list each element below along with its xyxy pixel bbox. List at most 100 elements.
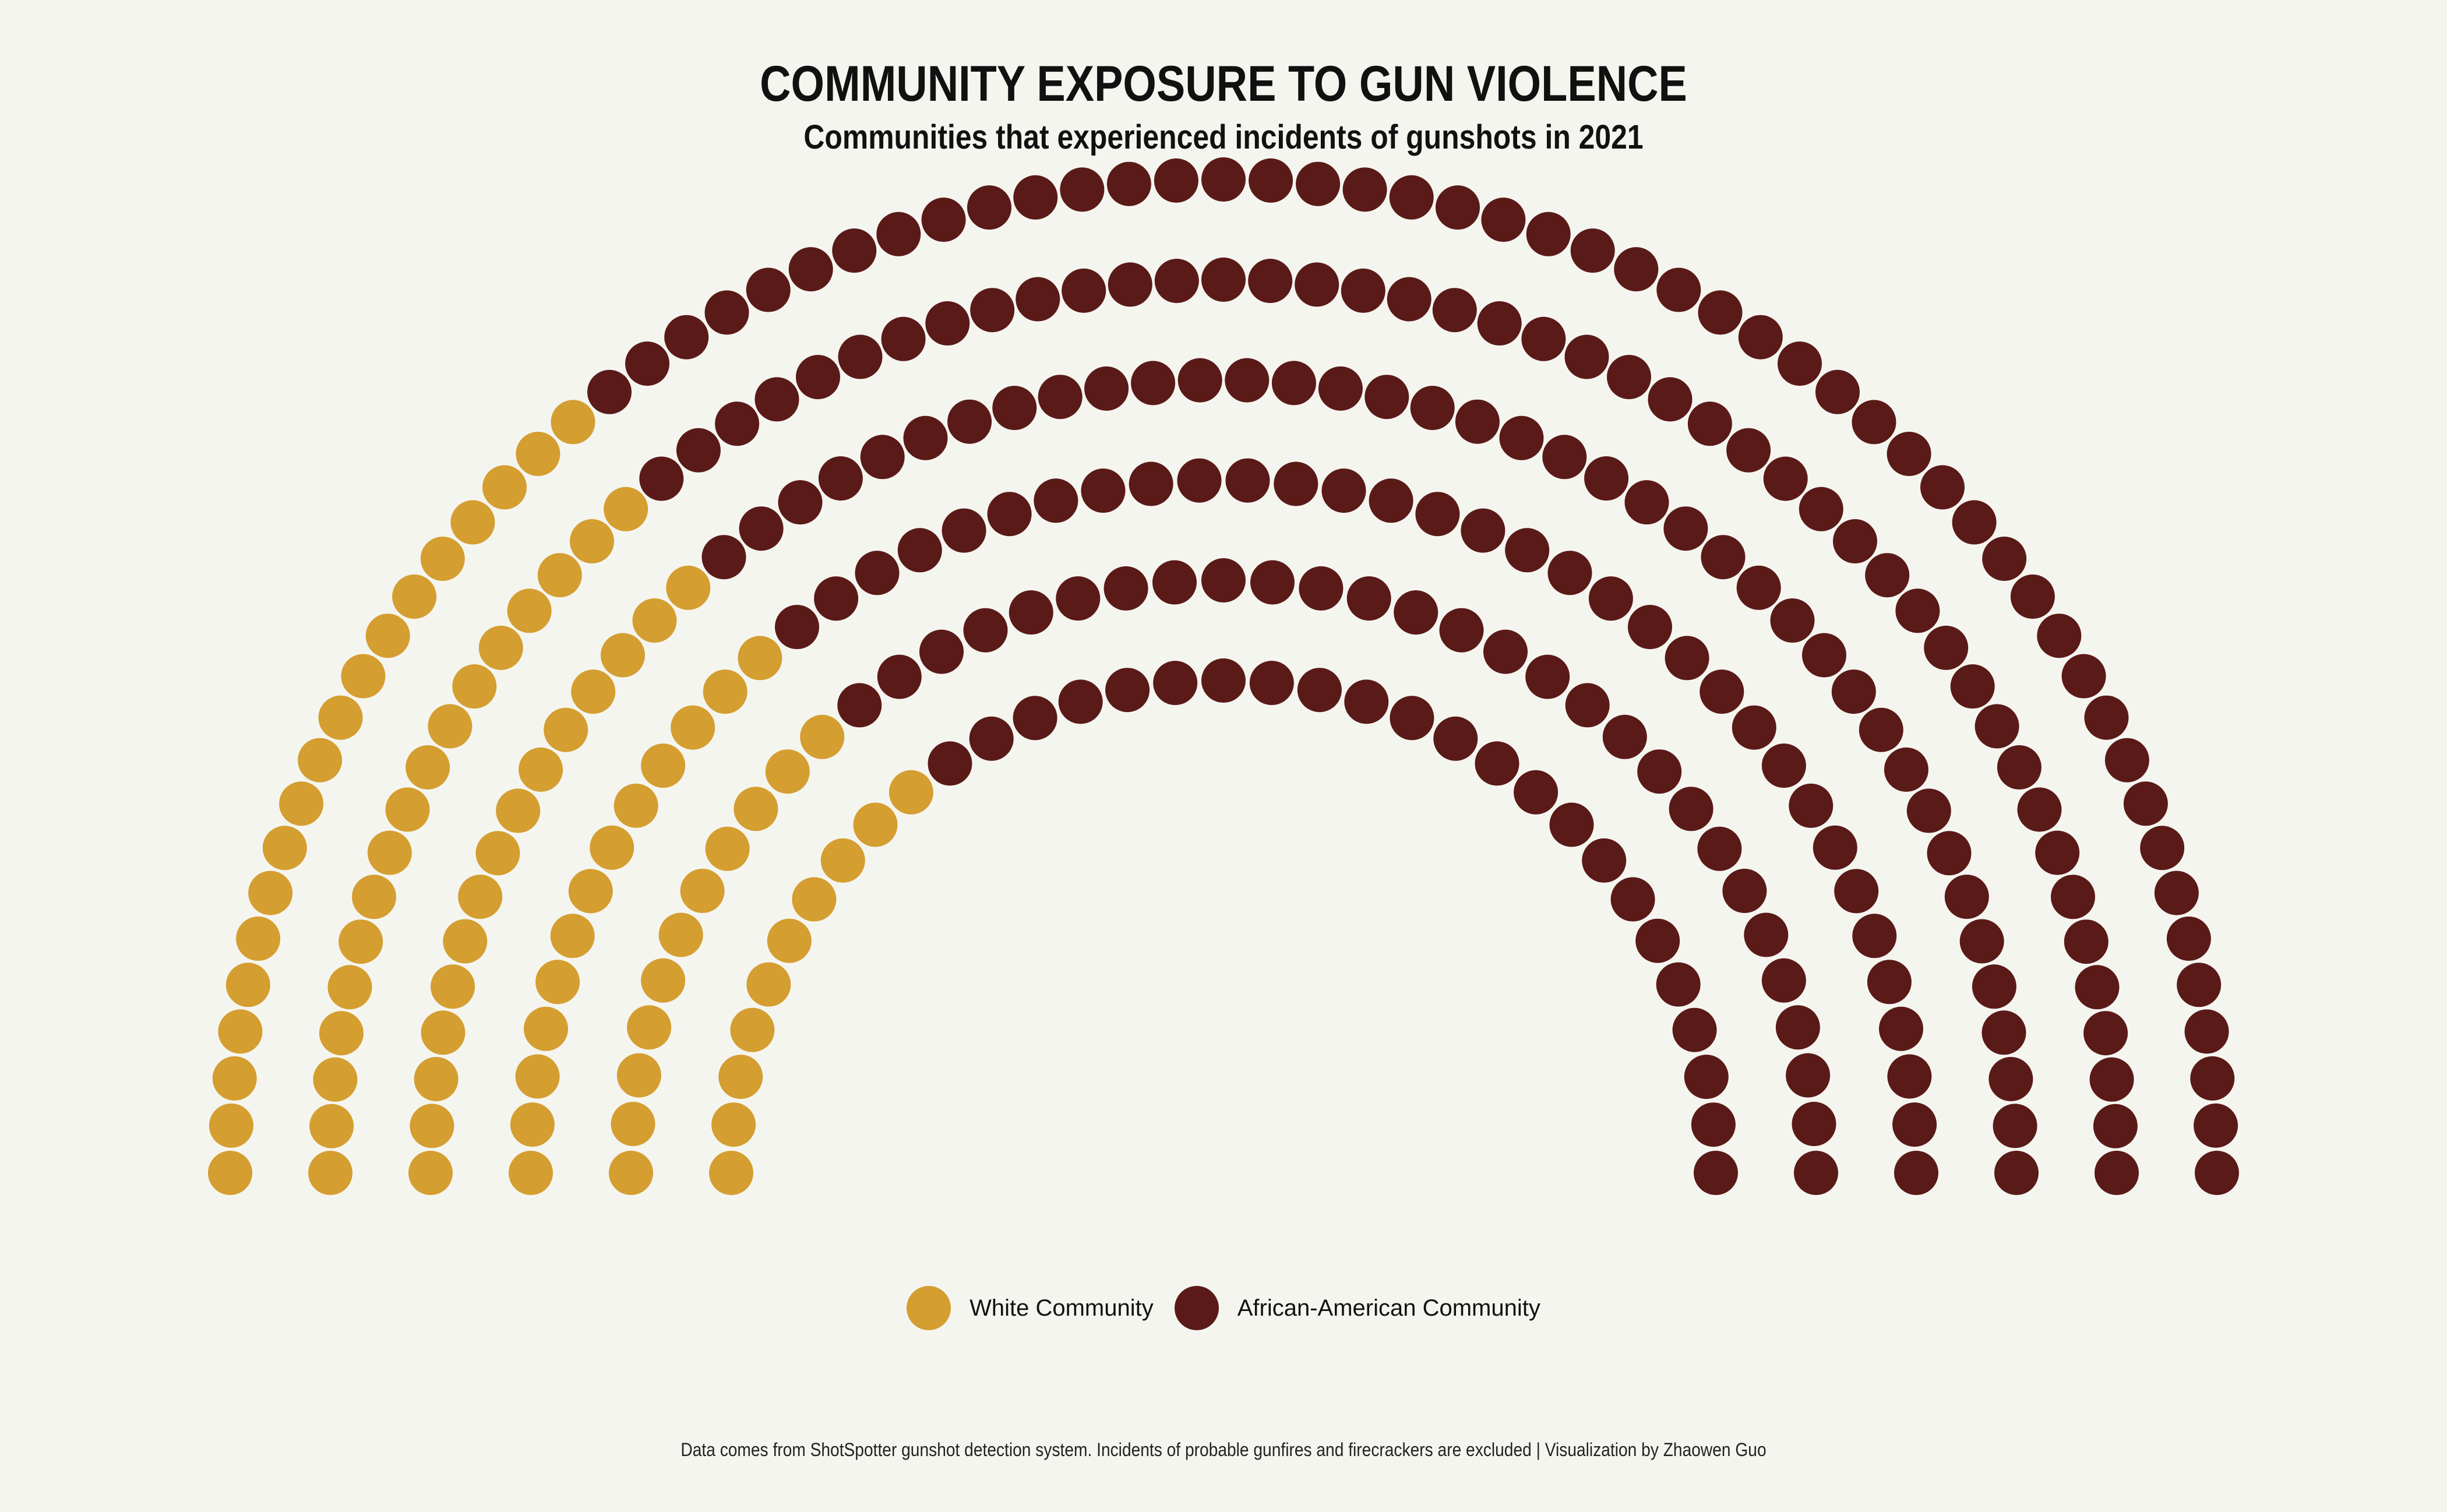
dot-white-community <box>339 919 383 964</box>
dot-white-community <box>208 1151 252 1195</box>
dot-african-american-community <box>1698 290 1743 335</box>
dot-african-american-community <box>1062 268 1106 313</box>
dot-african-american-community <box>897 528 942 573</box>
dot-african-american-community <box>1009 590 1053 635</box>
dot-white-community <box>262 826 307 870</box>
dot-white-community <box>428 704 473 749</box>
dot-african-american-community <box>1665 636 1709 681</box>
dot-african-american-community <box>1433 716 1478 761</box>
dot-african-american-community <box>1250 560 1295 605</box>
dot-white-community <box>853 802 898 847</box>
dot-african-american-community <box>2083 1011 2128 1056</box>
dot-african-american-community <box>876 212 921 256</box>
dot-african-american-community <box>925 301 970 346</box>
dot-white-community <box>641 958 686 1003</box>
dot-african-american-community <box>1813 825 1857 870</box>
dot-white-community <box>611 1102 655 1146</box>
dot-african-american-community <box>1865 553 1910 598</box>
dot-african-american-community <box>1763 456 1808 501</box>
dot-african-american-community <box>1521 316 1566 361</box>
dot-african-american-community <box>1344 679 1389 724</box>
dot-white-community <box>792 877 837 922</box>
dot-african-american-community <box>754 377 799 422</box>
dot-african-american-community <box>1565 683 1610 728</box>
dot-african-american-community <box>1034 478 1078 523</box>
dot-african-american-community <box>2140 826 2185 870</box>
dot-white-community <box>767 918 812 963</box>
dot-african-american-community <box>1884 747 1928 792</box>
dot-african-american-community <box>1610 877 1655 922</box>
dot-white-community <box>225 963 270 1007</box>
dot-african-american-community <box>1129 461 1173 506</box>
dot-african-american-community <box>778 480 823 525</box>
dot-african-american-community <box>1547 551 1592 595</box>
dot-african-american-community <box>2190 1056 2235 1101</box>
dot-african-american-community <box>1906 788 1951 833</box>
dot-african-american-community <box>1726 428 1771 473</box>
dot-african-american-community <box>1564 334 1609 379</box>
dot-african-american-community <box>1887 432 1931 476</box>
dot-african-american-community <box>701 535 746 580</box>
dot-african-american-community <box>1297 668 1342 713</box>
dot-african-american-community <box>1369 478 1413 523</box>
dot-african-american-community <box>1390 696 1434 741</box>
dot-white-community <box>571 669 616 714</box>
dot-african-american-community <box>788 247 833 292</box>
dot-african-american-community <box>947 399 992 444</box>
dot-african-american-community <box>2089 1057 2134 1102</box>
dot-african-american-community <box>1570 228 1615 273</box>
dot-african-american-community <box>1225 458 1270 503</box>
dot-white-community <box>319 1011 364 1056</box>
dot-white-community <box>209 1103 253 1148</box>
legend-label-white-community: White Community <box>969 1295 1154 1321</box>
dot-african-american-community <box>1106 161 1151 206</box>
dot-african-american-community <box>881 316 926 361</box>
dot-white-community <box>570 519 614 563</box>
dot-african-american-community <box>1761 743 1806 788</box>
dot-white-community <box>537 553 582 598</box>
dot-african-american-community <box>1432 288 1477 333</box>
dot-african-american-community <box>639 456 684 501</box>
dot-african-american-community <box>1131 361 1176 406</box>
legend-swatch-white-community <box>907 1286 951 1330</box>
dot-african-american-community <box>1016 277 1060 322</box>
dot-white-community <box>309 1104 354 1148</box>
dot-african-american-community <box>1786 1053 1831 1098</box>
dot-african-american-community <box>2093 1104 2138 1148</box>
dot-african-american-community <box>1770 598 1815 643</box>
dot-african-american-community <box>1982 537 2027 581</box>
dot-african-american-community <box>1993 1104 2037 1148</box>
dot-african-american-community <box>1699 669 1744 714</box>
dot-white-community <box>496 788 541 833</box>
dot-african-american-community <box>1013 175 1058 220</box>
dot-white-community <box>218 1009 263 1054</box>
dot-african-american-community <box>2010 575 2055 619</box>
dot-african-american-community <box>1549 802 1594 847</box>
legend-swatch-african-american-community <box>1174 1286 1219 1330</box>
dot-white-community <box>352 875 396 919</box>
dot-white-community <box>734 787 778 831</box>
dot-african-american-community <box>2061 654 2106 699</box>
dot-african-american-community <box>1637 749 1682 794</box>
dot-white-community <box>298 738 343 783</box>
dot-white-community <box>590 825 634 870</box>
dot-white-community <box>510 1102 555 1147</box>
dot-african-american-community <box>1895 588 1940 633</box>
dot-african-american-community <box>1461 508 1505 553</box>
dot-african-american-community <box>1318 366 1363 411</box>
dot-african-american-community <box>1831 669 1876 714</box>
dot-african-american-community <box>832 228 877 273</box>
dot-african-american-community <box>1833 519 1877 563</box>
dot-african-american-community <box>877 654 922 699</box>
dot-white-community <box>627 1005 672 1050</box>
dot-african-american-community <box>775 605 819 650</box>
dot-african-american-community <box>2037 614 2082 658</box>
dot-white-community <box>709 1151 753 1195</box>
dot-african-american-community <box>1056 576 1101 621</box>
dot-african-american-community <box>1526 212 1571 256</box>
dot-african-american-community <box>1299 566 1344 611</box>
dot-african-american-community <box>1778 341 1822 386</box>
dot-african-american-community <box>1656 267 1701 312</box>
